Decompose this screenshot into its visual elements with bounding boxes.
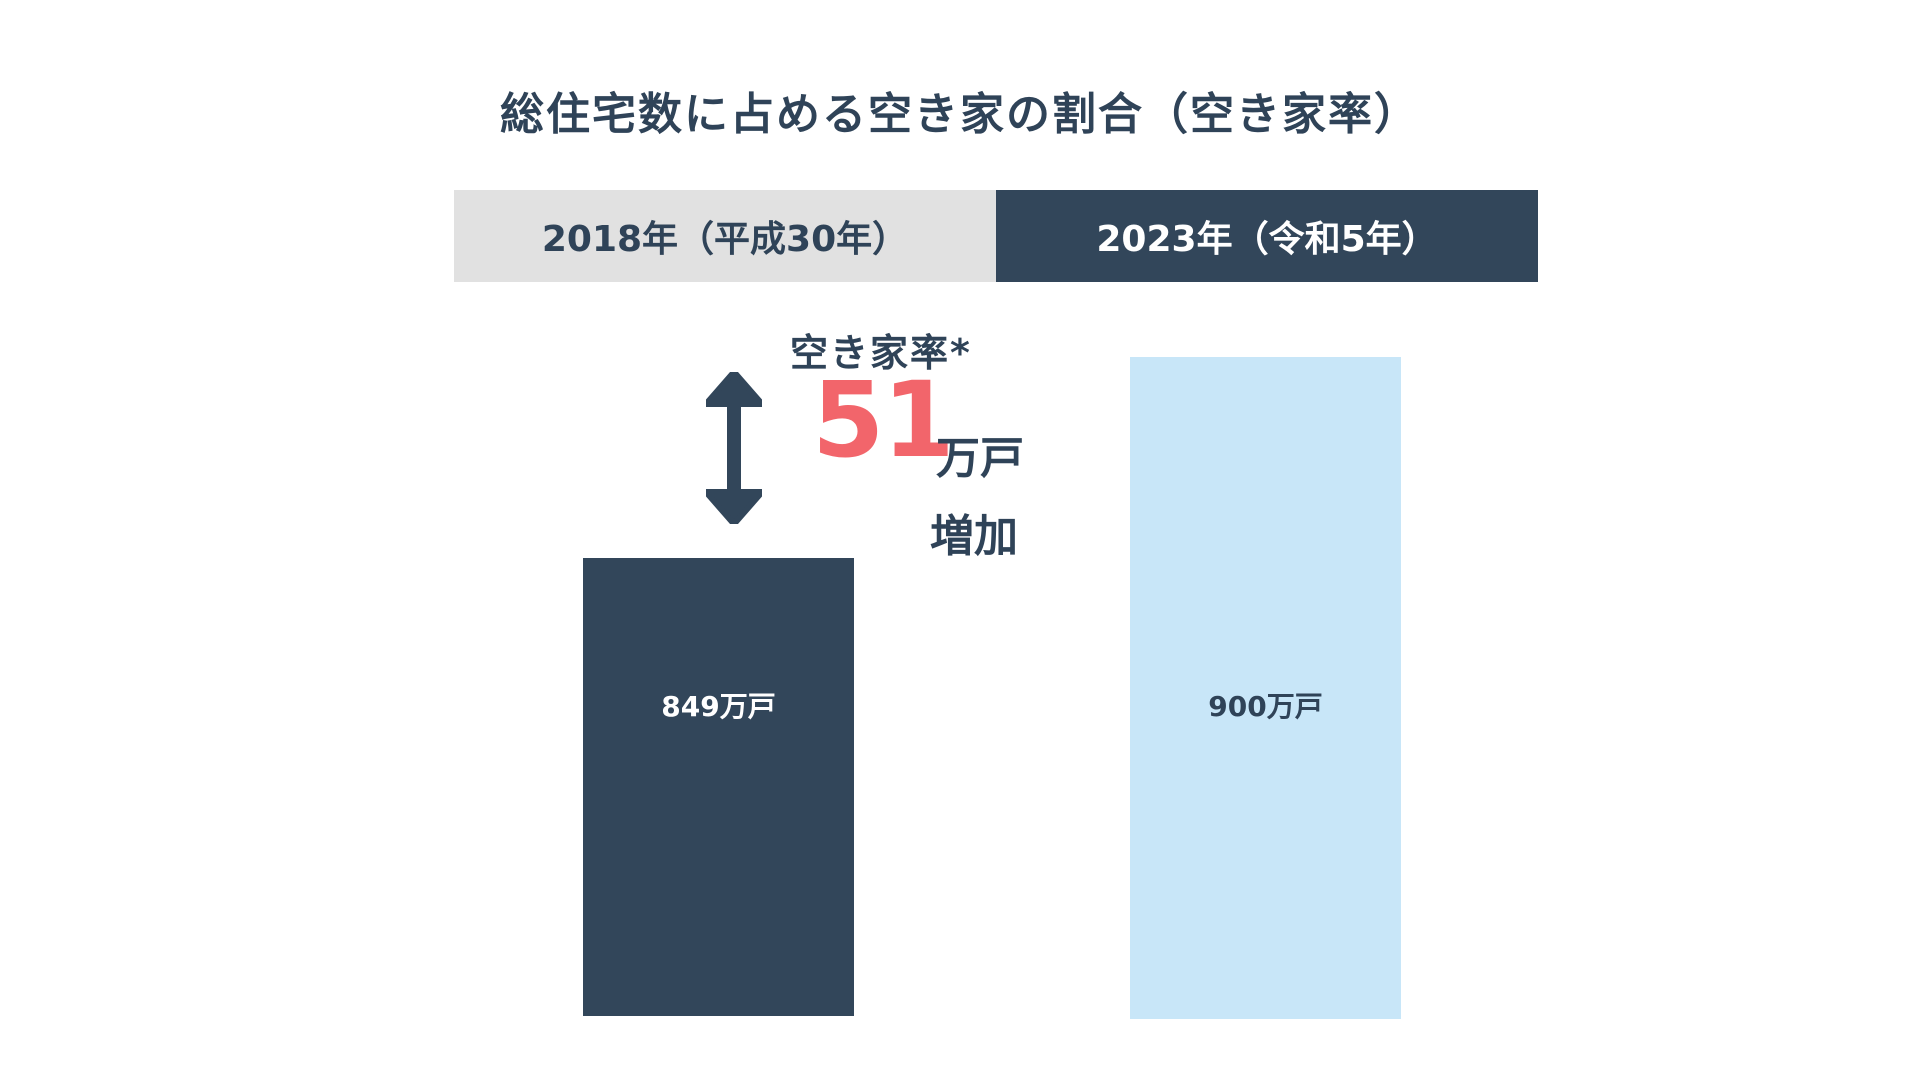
bar-label-2023: 900万戸 [1208, 690, 1323, 723]
category-header-2018: 2018年（平成30年） [454, 190, 996, 282]
annotation-label: 空き家率* [790, 331, 972, 375]
double-arrow-icon [706, 372, 762, 524]
increase-number: 51 [812, 359, 955, 481]
increase-unit: 万戸 [936, 433, 1024, 484]
category-header-2023: 2023年（令和5年） [996, 190, 1538, 282]
increase-word: 増加 [930, 511, 1018, 562]
bar-2018: 849万戸 [583, 558, 854, 1016]
chart-title: 総住宅数に占める空き家の割合（空き家率） [500, 89, 1420, 140]
bar-label-2018: 849万戸 [661, 690, 776, 723]
bar-2023: 900万戸 [1130, 357, 1401, 1019]
